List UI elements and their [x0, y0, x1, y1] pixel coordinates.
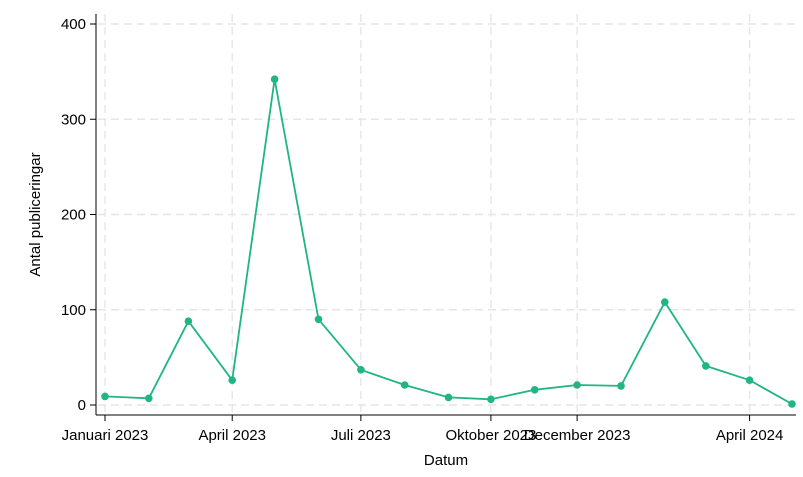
data-point	[400, 381, 409, 389]
series-line	[104, 78, 793, 405]
x-axis-title: Datum	[424, 452, 468, 469]
data-point	[357, 366, 365, 374]
data-point	[487, 395, 495, 404]
series-layer	[101, 75, 796, 408]
x-axis-ticks: Januari 2023 April 2023 Juli 2023 Oktober 2…	[62, 415, 784, 444]
x-tick-label: Oktober 2023	[445, 427, 536, 444]
x-tick-label: April 2024	[716, 427, 784, 444]
data-point	[788, 400, 796, 408]
data-point	[661, 298, 669, 306]
data-point	[745, 376, 754, 385]
grid-lines	[98, 14, 796, 414]
data-point	[314, 315, 323, 324]
data-point	[617, 382, 625, 390]
x-tick-label: December 2023	[524, 427, 631, 444]
x-tick-label: Juli 2023	[331, 427, 391, 444]
y-axis-title: Antal publiceringar	[27, 152, 44, 276]
data-point	[530, 386, 539, 394]
x-tick-label: April 2023	[198, 427, 266, 444]
y-tick-label: 100	[61, 302, 86, 319]
x-tick-label: Januari 2023	[62, 427, 149, 444]
data-point	[444, 393, 453, 402]
y-tick-label: 200	[61, 207, 86, 224]
data-point	[184, 317, 193, 326]
data-point	[270, 75, 279, 83]
data-point	[228, 376, 236, 385]
data-point	[145, 394, 153, 403]
data-point	[702, 362, 710, 370]
y-tick-label: 0	[78, 397, 86, 414]
data-point	[101, 392, 109, 401]
y-tick-label: 400	[61, 16, 86, 33]
y-axis-ticks: 0 100 200 300 400	[61, 16, 96, 414]
y-tick-label: 300	[61, 111, 86, 128]
data-point	[573, 381, 581, 389]
